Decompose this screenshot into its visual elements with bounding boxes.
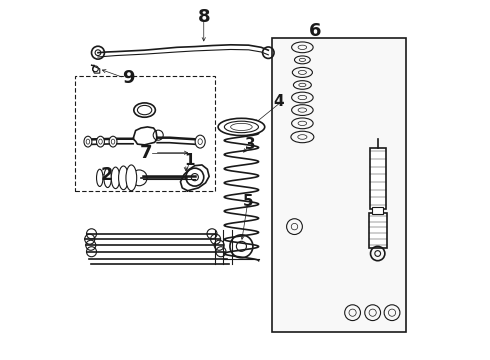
Polygon shape [180, 165, 209, 191]
Text: 7: 7 [140, 144, 152, 162]
Bar [74, 76, 215, 191]
Text: 6: 6 [309, 22, 321, 40]
Bar [372, 207, 383, 214]
Ellipse shape [84, 136, 92, 147]
Bar [370, 148, 386, 209]
Ellipse shape [109, 136, 117, 147]
Ellipse shape [218, 118, 265, 135]
Ellipse shape [134, 103, 155, 117]
Polygon shape [92, 65, 100, 73]
Text: 5: 5 [243, 194, 254, 209]
Ellipse shape [126, 165, 137, 191]
Ellipse shape [195, 135, 205, 148]
Bar [272, 39, 406, 332]
Text: 3: 3 [245, 137, 256, 152]
Ellipse shape [97, 136, 104, 147]
Text: 9: 9 [122, 69, 135, 87]
Ellipse shape [104, 168, 111, 188]
Polygon shape [133, 127, 157, 145]
Text: 4: 4 [274, 94, 284, 109]
Ellipse shape [111, 167, 120, 189]
Ellipse shape [97, 169, 103, 186]
Ellipse shape [119, 166, 128, 190]
Bar [368, 213, 387, 248]
Text: 8: 8 [197, 8, 210, 26]
Text: 1: 1 [184, 153, 195, 168]
Text: 2: 2 [100, 166, 113, 184]
